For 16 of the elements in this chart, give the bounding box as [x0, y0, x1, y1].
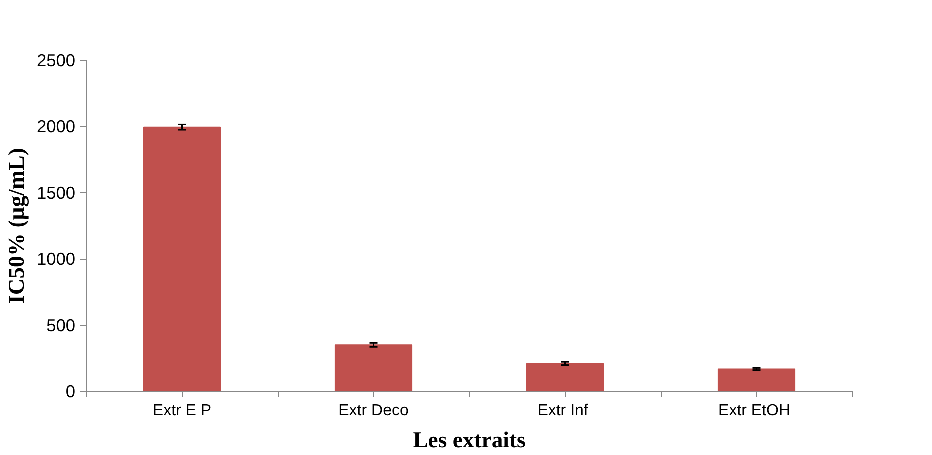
bar	[143, 126, 222, 392]
y-tick-label: 1500	[36, 182, 76, 203]
y-tick-label: 1000	[36, 249, 76, 270]
bar	[334, 344, 413, 392]
y-tick-label: 2000	[36, 116, 76, 137]
x-tick-label: Extr Deco	[338, 402, 409, 420]
y-axis-title: IC50% (µg/mL)	[4, 148, 29, 304]
bar	[526, 363, 604, 392]
x-tick-label: Extr E P	[152, 402, 212, 420]
bar	[718, 368, 796, 392]
x-tick-label: Extr EtOH	[718, 402, 791, 420]
y-tick-label: 0	[66, 382, 76, 402]
x-tick-label: Extr Inf	[538, 402, 589, 420]
x-axis-title: Les extraits	[413, 428, 526, 452]
y-tick-label: 2500	[36, 50, 76, 70]
y-tick-label: 500	[46, 315, 76, 336]
